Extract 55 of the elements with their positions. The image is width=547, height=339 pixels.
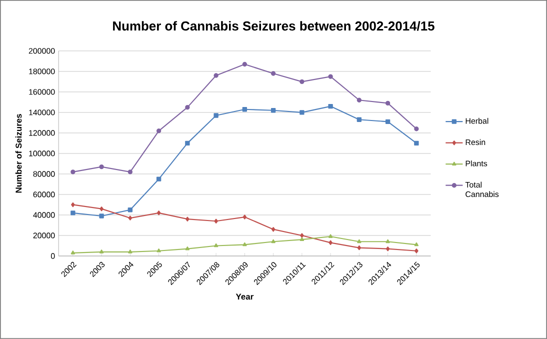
point <box>414 248 418 254</box>
point <box>242 242 247 246</box>
point <box>328 74 333 79</box>
point <box>271 239 276 244</box>
point <box>414 140 419 146</box>
point <box>71 202 75 208</box>
point <box>270 108 276 113</box>
point <box>242 214 247 220</box>
point <box>99 164 104 170</box>
point <box>70 250 76 254</box>
point <box>300 110 304 115</box>
point <box>356 117 362 122</box>
point <box>185 105 190 110</box>
point <box>128 170 133 174</box>
point <box>185 140 190 146</box>
point <box>357 239 362 244</box>
point <box>99 250 104 254</box>
y-axis-title: Number of Seizures <box>15 114 22 193</box>
point <box>271 227 276 232</box>
point <box>156 248 161 252</box>
point <box>70 170 76 174</box>
point <box>156 128 162 134</box>
point <box>70 210 76 216</box>
point <box>186 216 190 222</box>
point <box>300 237 304 242</box>
x-axis-title: Year <box>236 294 254 300</box>
point <box>128 250 132 254</box>
point <box>328 240 332 246</box>
point <box>214 113 218 118</box>
point <box>185 246 190 250</box>
point <box>100 206 104 212</box>
point <box>385 119 390 124</box>
point <box>128 216 132 220</box>
point <box>357 245 362 250</box>
point <box>242 107 248 112</box>
point <box>214 218 218 224</box>
point <box>156 176 162 182</box>
point <box>385 100 390 106</box>
point <box>328 104 333 109</box>
point <box>300 233 304 238</box>
point <box>300 79 304 84</box>
point <box>156 210 161 216</box>
point <box>128 208 133 212</box>
point <box>328 234 333 238</box>
point <box>386 246 390 252</box>
point <box>356 98 362 103</box>
point <box>214 243 218 248</box>
chart-title: Number of Cannabis Seizures between 2002-2014/15 <box>113 21 434 31</box>
point <box>414 126 419 132</box>
point <box>214 73 218 78</box>
point <box>386 239 390 244</box>
point <box>414 242 419 246</box>
point <box>99 214 104 218</box>
point <box>270 71 276 76</box>
point <box>242 62 248 67</box>
